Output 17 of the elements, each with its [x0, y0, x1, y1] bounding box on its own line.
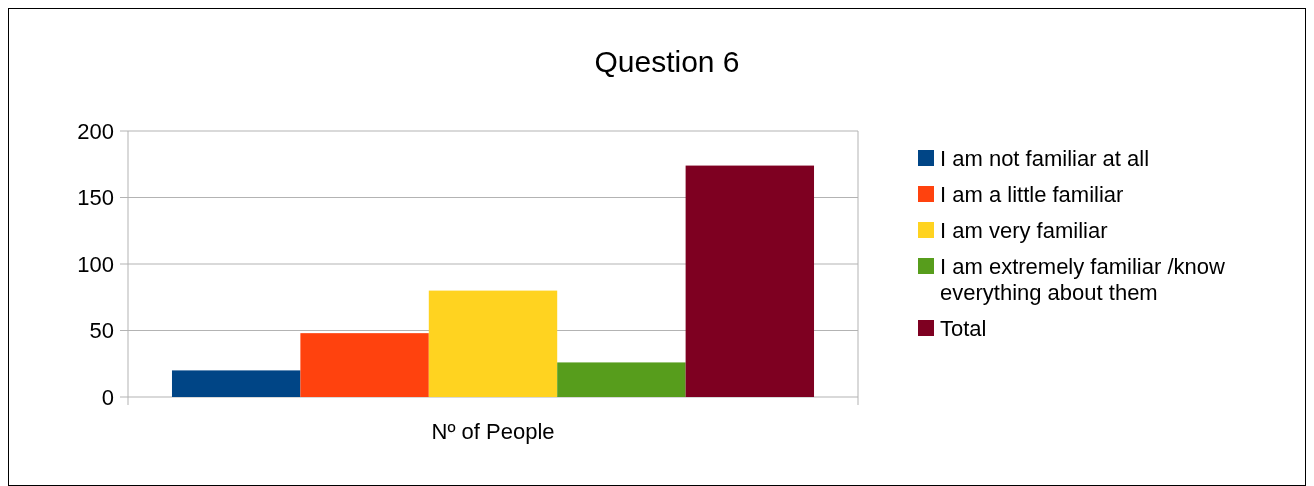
legend-label: I am a little familiar [940, 181, 1124, 207]
y-tick-label: 50 [89, 318, 114, 343]
bar [428, 290, 558, 397]
y-tick-label: 100 [77, 251, 114, 277]
x-tick-label: Nº of People [431, 418, 555, 444]
y-tick-label: 0 [101, 384, 114, 410]
chart-title: Question 6 [594, 44, 740, 78]
legend-label: I am not familiar at all [940, 145, 1150, 171]
bar [300, 333, 429, 397]
legend-label: I am extremely familiar /know everything about them [940, 253, 1225, 305]
bar [685, 165, 815, 397]
bar [557, 362, 686, 397]
y-tick-label: 150 [77, 185, 114, 210]
legend-label: Total [940, 315, 987, 341]
legend-label: I am very familiar [940, 217, 1108, 243]
bar [171, 370, 301, 397]
y-tick-label: 200 [77, 118, 114, 144]
